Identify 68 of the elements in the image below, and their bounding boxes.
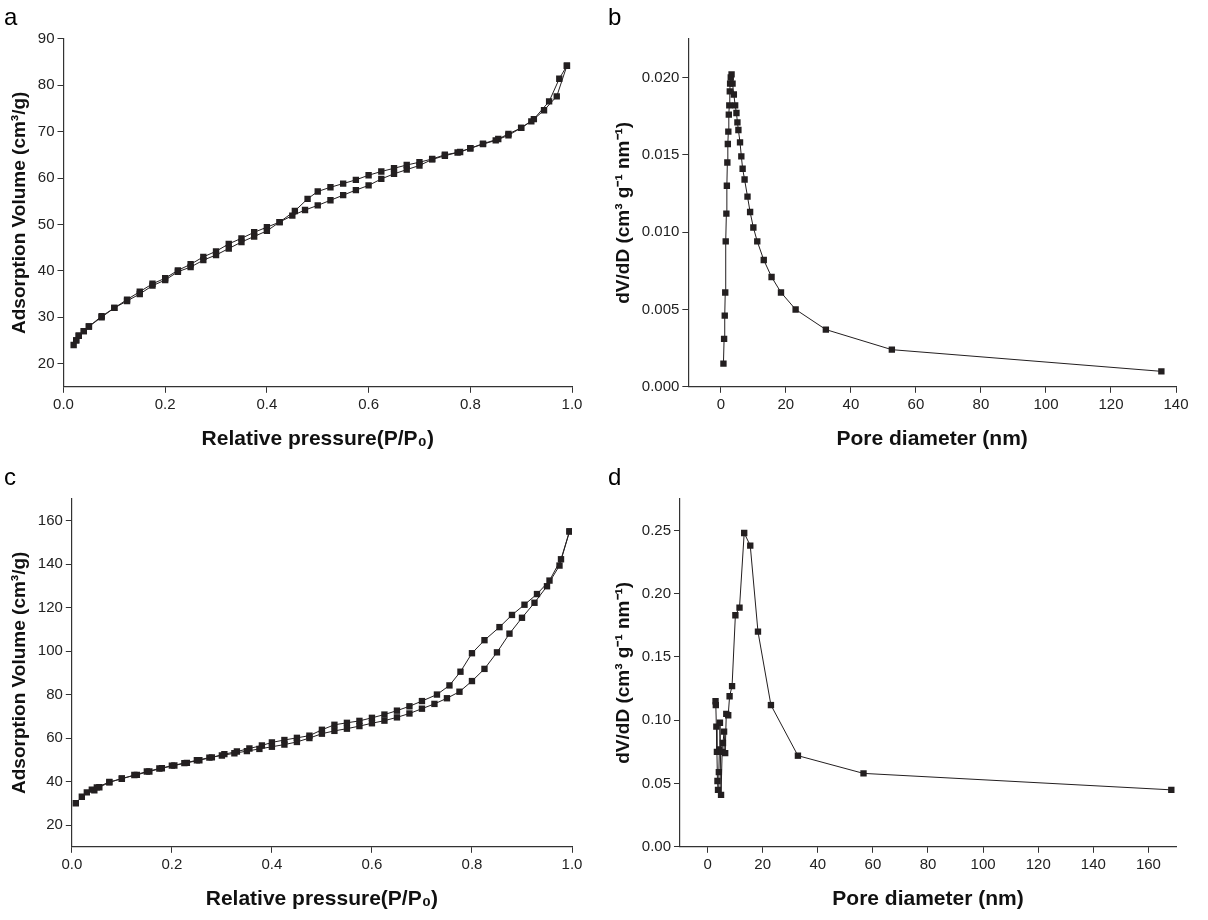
y-tick-label: 60 (46, 728, 63, 746)
x-tick-label: 0 (703, 854, 712, 872)
x-tick-label: 100 (1033, 394, 1059, 412)
y-tick-label: 20 (46, 815, 63, 833)
y-tick-label: 100 (37, 641, 63, 659)
y-tick-label: 0.015 (641, 144, 680, 162)
y-tick-label: 0.10 (641, 710, 671, 728)
x-tick-label: 0.6 (358, 394, 380, 412)
x-tick-label: 40 (809, 854, 827, 872)
x-tick-label: 120 (1098, 394, 1124, 412)
x-tick-label: 100 (970, 854, 996, 872)
x-tick-label: 60 (907, 394, 925, 412)
x-axis-title: Relative pressure(P/P₀) (205, 886, 439, 910)
x-tick-label: 0.4 (256, 394, 278, 412)
y-tick-label: 0.05 (641, 773, 671, 791)
y-axis-title: dV/dD (cm³ g⁻¹ nm⁻¹) (611, 121, 633, 304)
y-tick-label: 40 (46, 771, 63, 789)
x-tick-label: 120 (1025, 854, 1051, 872)
y-tick-label: 40 (37, 260, 55, 278)
x-tick-label: 140 (1163, 394, 1189, 412)
x-tick-label: 80 (919, 854, 937, 872)
y-tick-label: 0.000 (641, 376, 680, 394)
y-tick-label: 0.005 (641, 299, 680, 317)
y-tick-label: 80 (46, 684, 63, 702)
x-tick-label: 80 (972, 394, 990, 412)
x-tick-label: 20 (777, 394, 795, 412)
x-tick-label: 160 (1135, 854, 1161, 872)
x-tick-label: 140 (1080, 854, 1106, 872)
x-tick-label: 0.2 (161, 854, 183, 872)
x-tick-label: 0.0 (61, 854, 83, 872)
x-axis-title: Pore diameter (nm) (832, 886, 1024, 910)
x-tick-label: 0.0 (53, 394, 74, 412)
y-tick-label: 0.15 (641, 647, 671, 665)
x-tick-label: 0.4 (261, 854, 283, 872)
y-tick-label: 120 (37, 597, 63, 615)
y-tick-label: 0.25 (641, 520, 671, 538)
x-axis-title: Relative pressure(P/P₀) (201, 426, 434, 450)
x-tick-label: 0.2 (154, 394, 176, 412)
y-tick-label: 160 (37, 510, 63, 528)
x-tick-label: 1.0 (561, 854, 583, 872)
x-tick-label: 0.6 (361, 854, 383, 872)
y-tick-label: 60 (37, 168, 55, 186)
y-tick-label: 50 (37, 214, 55, 232)
x-tick-label: 60 (864, 854, 882, 872)
y-tick-label: 0.020 (641, 67, 680, 85)
y-tick-label: 20 (37, 353, 55, 371)
y-tick-label: 0.20 (641, 583, 671, 601)
y-tick-label: 0.010 (641, 222, 680, 240)
x-tick-label: 20 (754, 854, 772, 872)
x-tick-label: 0.8 (461, 854, 483, 872)
y-axis-title: Adsorption Volume (cm³/g) (7, 91, 29, 335)
x-tick-label: 40 (842, 394, 860, 412)
chart-title: c (4, 463, 16, 491)
y-tick-label: 80 (37, 75, 55, 93)
y-tick-label: 0.00 (641, 836, 671, 854)
y-axis-title: dV/dD (cm³ g⁻¹ nm⁻¹) (611, 581, 633, 764)
y-tick-label: 70 (37, 121, 55, 139)
chart-title: a (4, 3, 18, 31)
y-tick-label: 140 (37, 554, 63, 572)
x-tick-label: 0 (716, 394, 726, 412)
x-tick-label: 1.0 (561, 394, 583, 412)
y-tick-label: 30 (37, 307, 55, 325)
x-axis-title: Pore diameter (nm) (836, 426, 1028, 450)
y-tick-label: 90 (37, 28, 55, 46)
chart-title: d (608, 463, 622, 491)
chart-title: b (608, 3, 622, 31)
y-axis-title: Adsorption Volume (cm³/g) (7, 551, 29, 795)
x-tick-label: 0.8 (459, 394, 481, 412)
